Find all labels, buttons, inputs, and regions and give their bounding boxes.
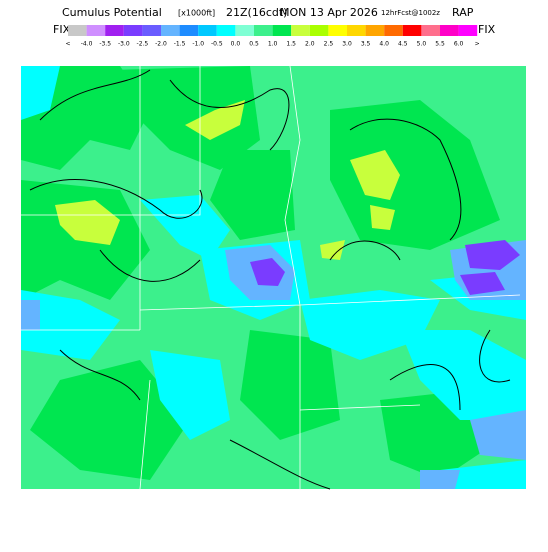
legend-left-label: FIX xyxy=(53,23,71,36)
purple-areas xyxy=(250,240,520,295)
colorbar-box xyxy=(198,25,217,36)
colorbar-box xyxy=(291,25,310,36)
colorbar-box xyxy=(123,25,143,36)
colorbar-label: 3.0 xyxy=(342,41,352,48)
colorbar-box xyxy=(309,25,329,36)
colorbar-label: 1.5 xyxy=(286,41,296,48)
colorbar-label: -0.5 xyxy=(211,41,223,48)
colorbar-box xyxy=(384,25,403,36)
contours xyxy=(29,69,511,490)
colorbar-box xyxy=(86,25,106,36)
colorbar-label: 3.5 xyxy=(361,41,371,48)
map xyxy=(21,65,526,490)
valid-time: 21Z(16cdt) xyxy=(226,6,287,19)
title-text: Cumulus Potential xyxy=(62,6,162,19)
colorbar-label: -1.5 xyxy=(174,41,186,48)
colorbar-label: > xyxy=(475,41,480,48)
colorbar: < -4.0 -3.5 -3.0 -2.5 -2.0 -1.5 -1.0 -0.5 0.0 0.5 1… xyxy=(65,25,480,48)
colorbar-label: -2.0 xyxy=(155,41,167,48)
colorbar-box xyxy=(254,25,273,36)
units: [x1000ft] xyxy=(178,9,215,18)
title: Cumulus Potential [x1000ft] 21Z(16cdt) M… xyxy=(62,6,474,19)
colorbar-box xyxy=(365,25,385,36)
colorbar-label: -3.0 xyxy=(118,41,130,48)
colorbar-label: 1.0 xyxy=(268,41,278,48)
colorbar-label: 0.5 xyxy=(249,41,259,48)
yellow-green-areas xyxy=(55,100,400,260)
model: RAP xyxy=(452,6,474,19)
colorbar-box xyxy=(68,25,87,36)
colorbar-label: 5.0 xyxy=(417,41,427,48)
colorbar-label: 0.0 xyxy=(231,41,241,48)
colorbar-label: 6.0 xyxy=(454,41,464,48)
colorbar-label: 5.5 xyxy=(435,41,445,48)
colorbar-box xyxy=(347,25,366,36)
colorbar-box xyxy=(421,25,440,36)
colorbar-box xyxy=(216,25,236,36)
colorbar-box xyxy=(328,25,347,36)
colorbar-box xyxy=(179,25,199,36)
colorbar-box xyxy=(402,25,422,36)
colorbar-label: 4.5 xyxy=(398,41,408,48)
green-areas xyxy=(21,66,500,480)
colorbar-label: < xyxy=(65,41,70,48)
colorbar-box xyxy=(161,25,180,36)
state-borders xyxy=(21,65,521,490)
colorbar-box xyxy=(105,25,124,36)
colorbar-label: -1.0 xyxy=(192,41,204,48)
colorbar-label: -2.5 xyxy=(137,41,149,48)
colorbar-label: 2.0 xyxy=(305,41,315,48)
legend-right-label: FIX xyxy=(478,23,496,36)
forecast: 12hrFcst@1002z xyxy=(381,9,440,17)
cyan-areas xyxy=(21,66,526,489)
colorbar-box xyxy=(440,25,459,36)
date: MON 13 Apr 2026 xyxy=(280,6,378,19)
colorbar-label: -4.0 xyxy=(81,41,93,48)
colorbar-box xyxy=(458,25,478,36)
colorbar-box xyxy=(272,25,292,36)
colorbar-label: 2.5 xyxy=(324,41,334,48)
colorbar-label: 4.0 xyxy=(379,41,389,48)
colorbar-box xyxy=(142,25,161,36)
colorbar-label: -3.5 xyxy=(99,41,111,48)
colorbar-box xyxy=(235,25,254,36)
